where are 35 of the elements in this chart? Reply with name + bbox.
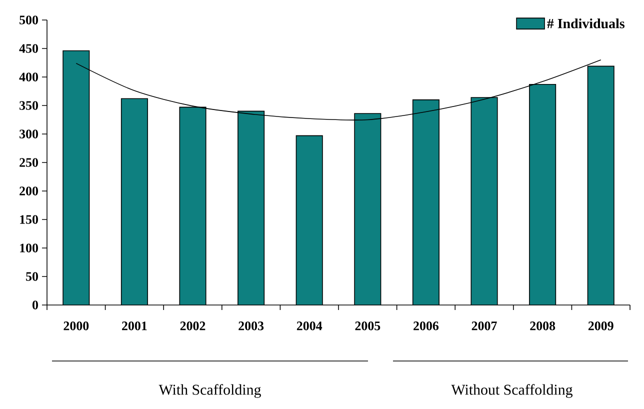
bar xyxy=(471,98,498,305)
x-tick-label: 2000 xyxy=(64,322,89,330)
x-tick-label: 2001 xyxy=(122,322,147,330)
bar xyxy=(529,84,556,305)
bar xyxy=(296,136,322,305)
bar xyxy=(180,107,206,305)
bar xyxy=(238,111,264,305)
text: Without Scaffolding xyxy=(451,384,573,398)
x-tick-label: 2009 xyxy=(588,322,614,330)
y-tick-label: 200 xyxy=(20,186,38,196)
y-tick-label: 250 xyxy=(20,158,38,167)
y-tick-label: 400 xyxy=(19,72,38,82)
y-tick-label: 500 xyxy=(20,16,38,24)
bar xyxy=(354,113,381,305)
x-tick-label: 2002 xyxy=(180,322,206,330)
y-tick-label: 50 xyxy=(26,272,38,281)
y-tick-label: 450 xyxy=(19,44,38,53)
bar xyxy=(587,66,614,305)
y-tick-label: 100 xyxy=(20,244,38,252)
x-tick-label: 2005 xyxy=(355,322,380,330)
x-tick-label: 2007 xyxy=(472,322,497,330)
legend-label: # Individuals xyxy=(547,18,624,28)
line-series xyxy=(76,60,602,120)
x-tick-label: 2004 xyxy=(296,322,322,330)
bar xyxy=(412,100,440,305)
x-tick-label: 2003 xyxy=(238,322,264,330)
y-tick-label: 0 xyxy=(32,300,38,310)
text: With Scaffolding xyxy=(158,384,261,398)
y-tick-label: 300 xyxy=(20,130,38,138)
bar xyxy=(121,98,148,305)
x-tick-label: 2006 xyxy=(414,322,439,330)
x-tick-label: 2008 xyxy=(530,322,556,330)
bar xyxy=(63,50,90,305)
y-tick-label: 150 xyxy=(20,215,38,224)
y-tick-label: 350 xyxy=(20,101,38,110)
